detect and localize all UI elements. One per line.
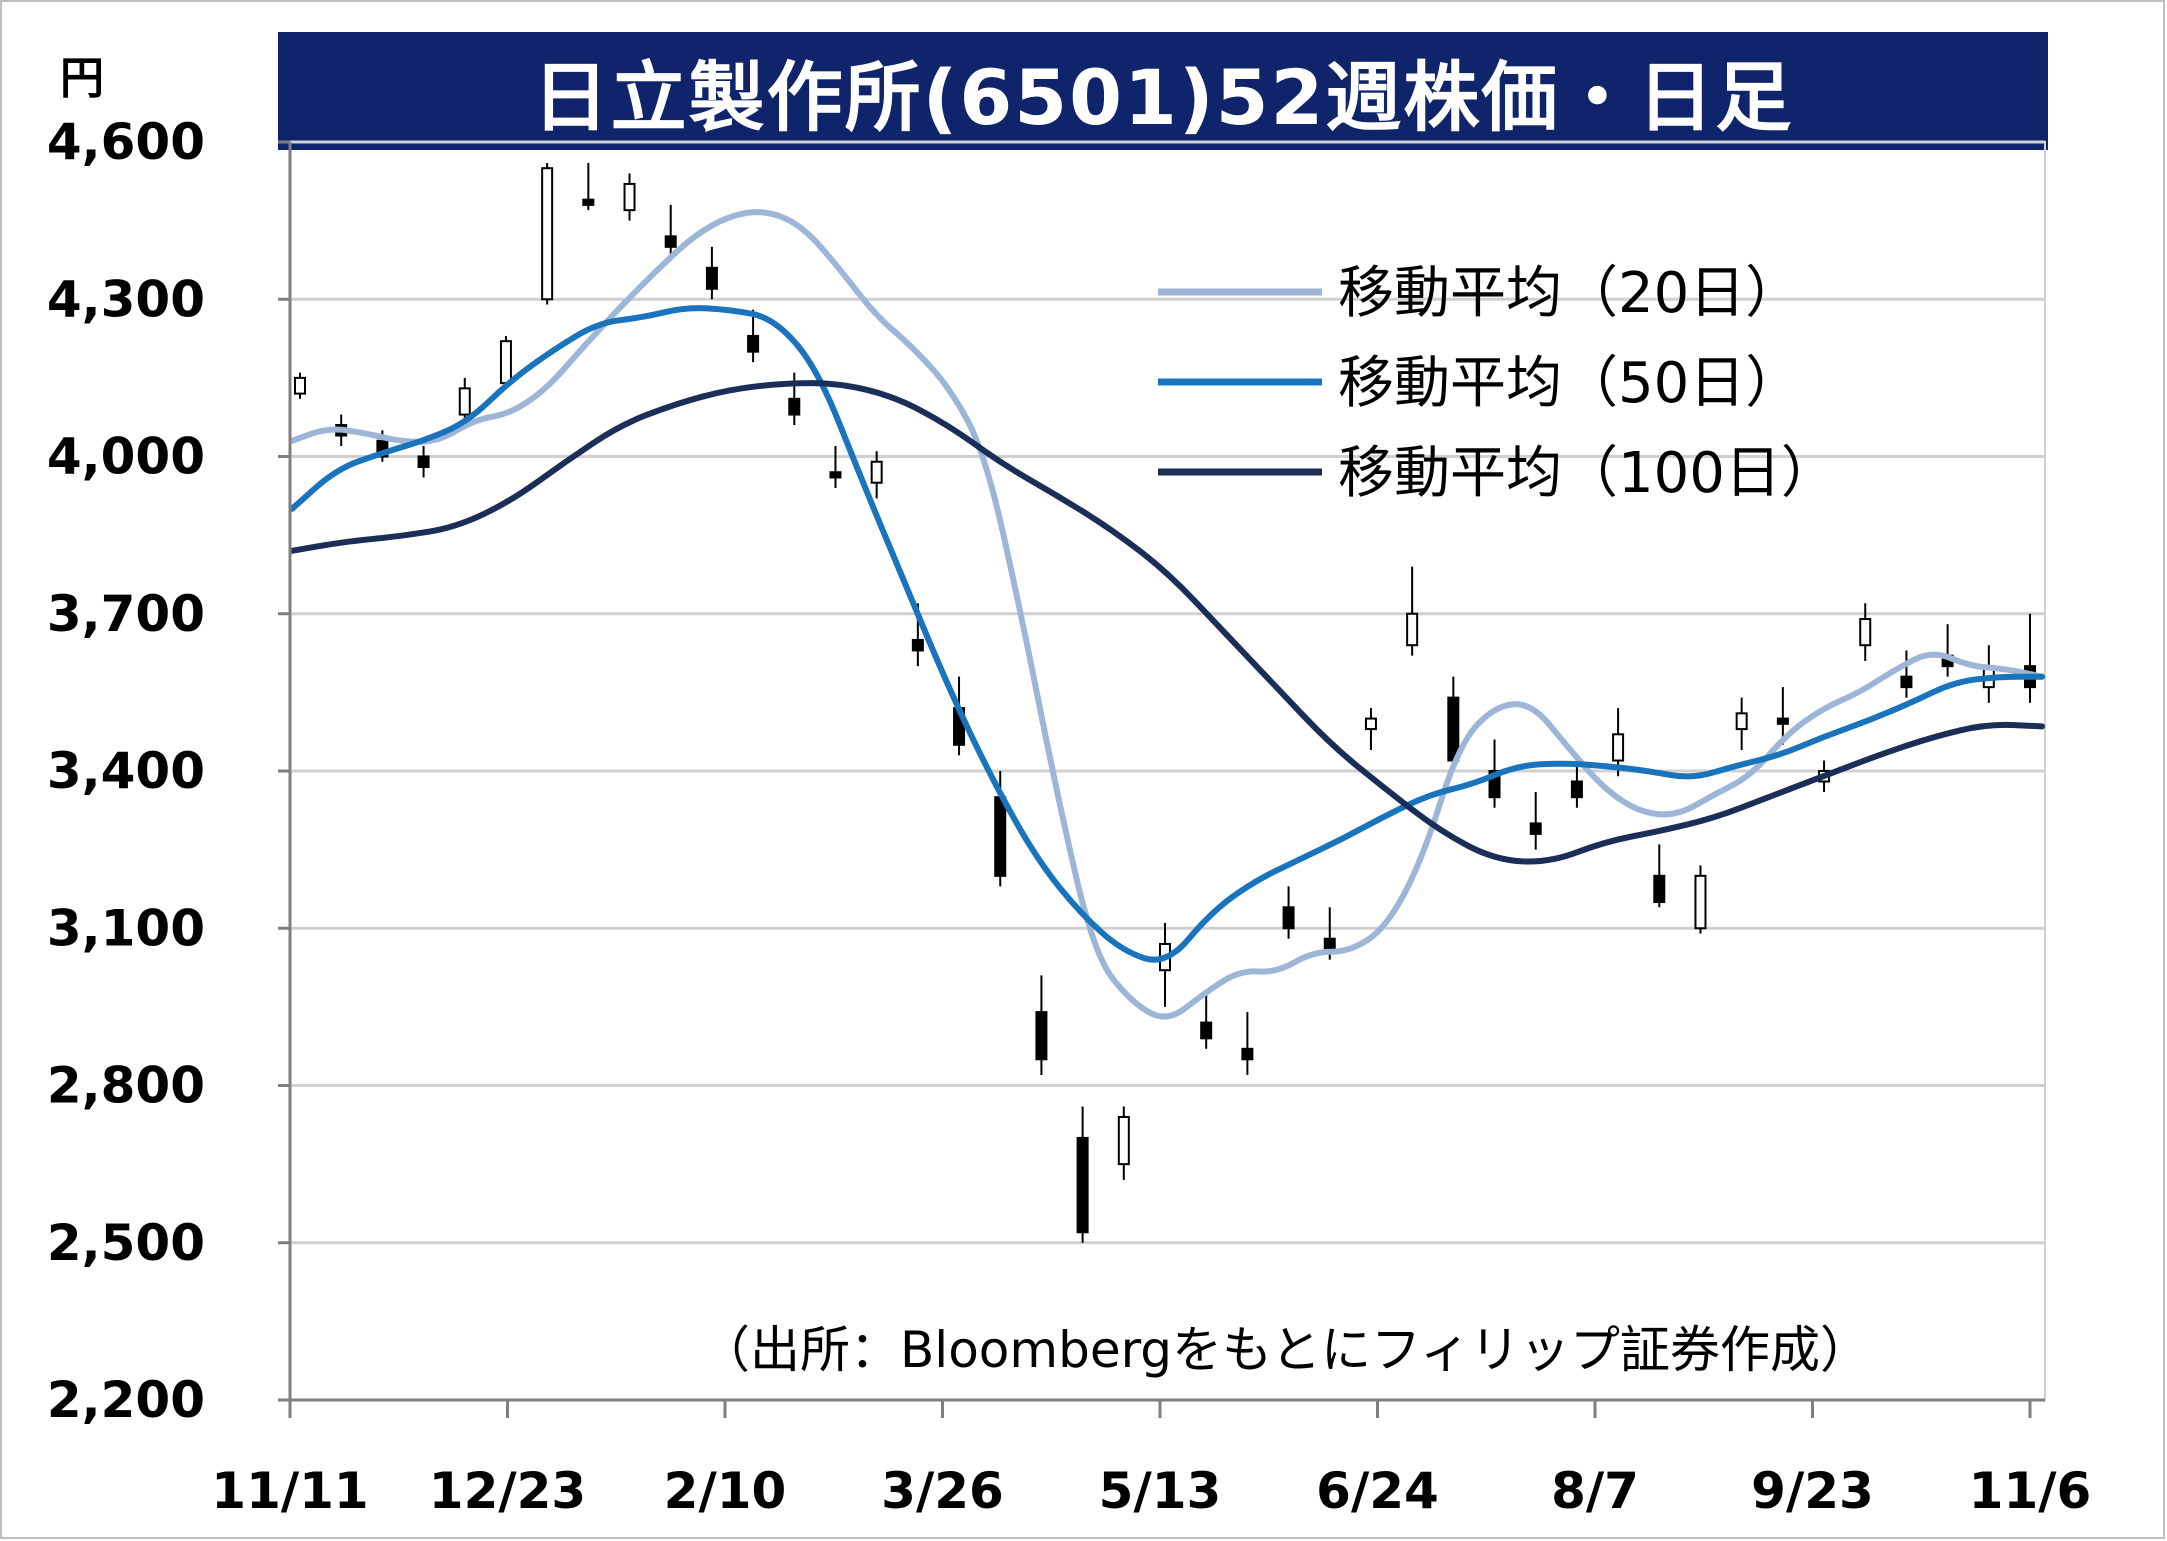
candle-body (1488, 770, 1501, 799)
candle-body (747, 334, 760, 353)
x-tick-label: 9/23 (1751, 1462, 1874, 1520)
x-tick-label: 11/6 (1969, 1462, 2092, 1520)
candle-body (1735, 712, 1748, 731)
y-tick-label: 3,100 (47, 899, 205, 957)
chart-title: 日立製作所(6501)52週株価・日足 (278, 32, 2048, 150)
legend-label: 移動平均（50日） (1338, 351, 1801, 416)
candle-body (664, 235, 677, 248)
candle-body (1406, 612, 1419, 647)
gridlines (289, 140, 2046, 1402)
candle-body (458, 387, 471, 416)
x-tick-label: 3/26 (881, 1462, 1004, 1520)
candle-body (417, 455, 430, 468)
candle-body (911, 638, 924, 652)
x-tick-label: 8/7 (1551, 1462, 1639, 1520)
moving-average-line-2 (289, 305, 2045, 963)
x-tick-label: 12/23 (429, 1462, 586, 1520)
candle-body (1447, 696, 1460, 762)
y-tick-label: 2,800 (47, 1057, 205, 1115)
candle-body (1570, 780, 1583, 799)
y-axis-unit-label: 円 (60, 53, 104, 104)
candle-body (1200, 1021, 1213, 1040)
candle-body (1117, 1115, 1130, 1166)
y-tick-label: 2,200 (47, 1371, 205, 1429)
candle-body (1529, 822, 1542, 835)
candle-body (499, 340, 512, 385)
legend-label: 移動平均（20日） (1338, 261, 1801, 326)
candle-body (1076, 1136, 1089, 1234)
axes (278, 140, 2045, 1418)
legend-label: 移動平均（100日） (1338, 441, 1837, 506)
candle-body (870, 460, 883, 484)
y-tick-label: 2,500 (47, 1214, 205, 1272)
candle-body (1859, 617, 1872, 647)
moving-average-lines (289, 209, 2045, 1020)
candle-body (705, 266, 718, 290)
candle-body (1694, 874, 1707, 930)
y-tick-label: 4,300 (47, 270, 205, 328)
x-tick-label: 2/10 (664, 1462, 787, 1520)
candle-body (1612, 733, 1625, 762)
candle-body (1776, 717, 1789, 725)
candle-body (1241, 1047, 1254, 1061)
candle-body (829, 471, 842, 479)
candle-body (1035, 1011, 1048, 1061)
x-tick-label: 6/24 (1316, 1462, 1439, 1520)
candle-body (1282, 906, 1295, 930)
y-tick-label: 3,700 (47, 585, 205, 643)
candle-body (1323, 937, 1336, 951)
moving-average-line-3 (289, 380, 2045, 865)
y-tick-labels: 4,600 4,300 4,000 3,700 3,400 3,100 2,800 2,500… (47, 113, 205, 1429)
candle-body (541, 167, 554, 301)
x-tick-labels: 11/11 12/23 2/10 3/26 5/13 6/24 8/7 9/23 11/6 (211, 1462, 2091, 1520)
y-tick-label: 3,400 (47, 742, 205, 800)
y-tick-label: 4,000 (47, 428, 205, 486)
moving-average-line-1 (289, 209, 2045, 1020)
candle-body (994, 796, 1007, 877)
x-tick-label: 5/13 (1099, 1462, 1222, 1520)
candle-body (1364, 717, 1377, 731)
candle-body (1653, 874, 1666, 904)
source-note: （出所：Bloombergをもとにフィリップ証券作成） (700, 1321, 1870, 1379)
candle-body (294, 376, 306, 395)
candle-body (1900, 675, 1913, 689)
y-tick-label: 4,600 (47, 113, 205, 171)
legend: 移動平均（20日） 移動平均（50日） 移動平均（100日） (1158, 261, 1837, 506)
x-tick-label: 11/11 (211, 1462, 368, 1520)
candle-body (582, 198, 595, 206)
candle-body (788, 397, 801, 416)
candle-body (623, 182, 636, 212)
